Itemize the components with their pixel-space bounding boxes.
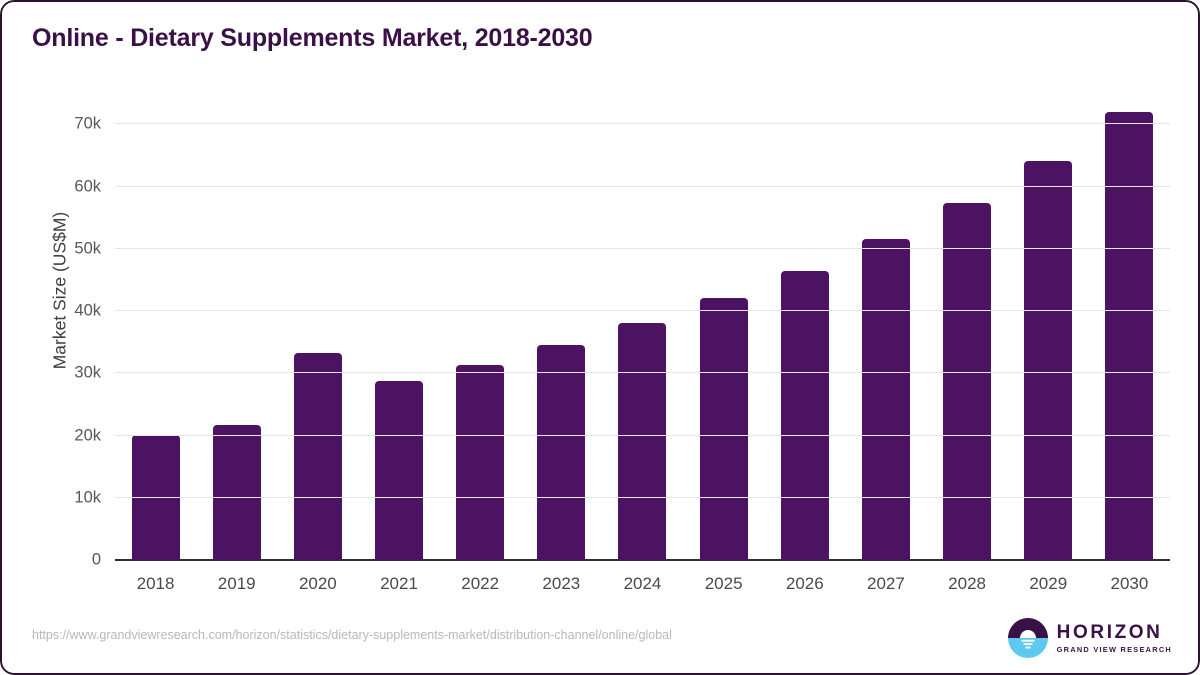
x-axis-tick-label: 2029 xyxy=(1029,574,1068,593)
bar[interactable] xyxy=(212,424,261,560)
y-axis-tick-label: 20k xyxy=(74,426,101,444)
bar[interactable] xyxy=(699,297,748,560)
source-url[interactable]: https://www.grandviewresearch.com/horizo… xyxy=(32,628,672,642)
bar[interactable] xyxy=(537,345,586,560)
logo-text: HORIZON GRAND VIEW RESEARCH xyxy=(1057,623,1172,653)
y-axis-tick-label: 50k xyxy=(74,239,101,258)
y-axis-tick-label: 30k xyxy=(74,363,101,382)
gridline xyxy=(115,434,1170,436)
y-axis-title: Market Size (US$M) xyxy=(49,211,70,370)
bar-group[interactable]: 2023 xyxy=(521,62,602,593)
y-axis-tick-label: 60k xyxy=(74,177,101,195)
bar[interactable] xyxy=(1105,112,1154,560)
bar-group[interactable]: 2020 xyxy=(277,62,358,593)
gridline xyxy=(115,185,1170,187)
x-axis-line xyxy=(115,559,1170,561)
gridline xyxy=(115,310,1170,311)
bars-layer: 2018 2019 2020 2021 2022 2023 2024 2025 2026 2027… xyxy=(115,62,1170,593)
bar-group[interactable]: 2021 xyxy=(358,62,439,593)
bar[interactable] xyxy=(1024,160,1073,560)
bar-group[interactable]: 2024 xyxy=(602,62,683,593)
y-axis-tick-label: 10k xyxy=(74,488,101,507)
x-axis-tick-label: 2022 xyxy=(461,574,500,593)
bar-group[interactable]: 2022 xyxy=(440,62,521,593)
x-axis-tick-label: 2023 xyxy=(542,574,581,593)
bar[interactable] xyxy=(780,271,829,560)
x-axis-tick-label: 2018 xyxy=(136,574,175,593)
gridline xyxy=(115,559,1170,560)
gridline xyxy=(115,496,1170,498)
x-axis-tick-label: 2027 xyxy=(867,574,905,593)
bar-group[interactable]: 2028 xyxy=(927,62,1008,593)
gridline xyxy=(115,123,1170,125)
y-axis-tick-label: 40k xyxy=(74,301,101,320)
y-axis-tick-label: 70k xyxy=(74,114,101,133)
x-axis-tick-label: 2030 xyxy=(1110,574,1149,593)
logo-wordmark: HORIZON xyxy=(1056,621,1163,643)
x-axis-tick-label: 2020 xyxy=(298,574,337,593)
gridline xyxy=(115,372,1170,374)
x-axis-tick-label: 2026 xyxy=(785,574,824,593)
bar-group[interactable]: 2019 xyxy=(196,62,277,593)
bar[interactable] xyxy=(861,238,910,560)
bar[interactable] xyxy=(456,364,505,560)
bar-group[interactable]: 2026 xyxy=(764,62,845,593)
page-title: Online - Dietary Supplements Market, 201… xyxy=(32,24,593,52)
bar-group[interactable]: 2029 xyxy=(1008,62,1089,593)
bar[interactable] xyxy=(618,323,667,560)
gridline xyxy=(115,247,1170,249)
x-axis-tick-label: 2019 xyxy=(217,574,256,593)
horizon-sunrise-icon xyxy=(1007,618,1048,658)
x-axis-tick-label: 2021 xyxy=(380,574,418,593)
bar-group[interactable]: 2025 xyxy=(683,62,764,593)
bar[interactable] xyxy=(293,352,342,560)
bar-group[interactable]: 2027 xyxy=(845,62,926,593)
bar-group[interactable]: 2030 xyxy=(1089,62,1170,593)
x-axis-tick-label: 2028 xyxy=(948,574,987,593)
x-axis-tick-label: 2025 xyxy=(704,574,743,593)
bar-group[interactable]: 2018 xyxy=(115,62,196,593)
bar[interactable] xyxy=(943,202,992,560)
x-axis-tick-label: 2024 xyxy=(623,574,662,593)
logo-subtitle: GRAND VIEW RESEARCH xyxy=(1056,644,1172,654)
plot-area: 2018 2019 2020 2021 2022 2023 2024 2025 2026 2027… xyxy=(74,62,1170,593)
bar[interactable] xyxy=(375,380,424,560)
y-axis-tick-label: 0 xyxy=(91,550,101,569)
horizon-logo: HORIZON GRAND VIEW RESEARCH xyxy=(1007,618,1172,658)
